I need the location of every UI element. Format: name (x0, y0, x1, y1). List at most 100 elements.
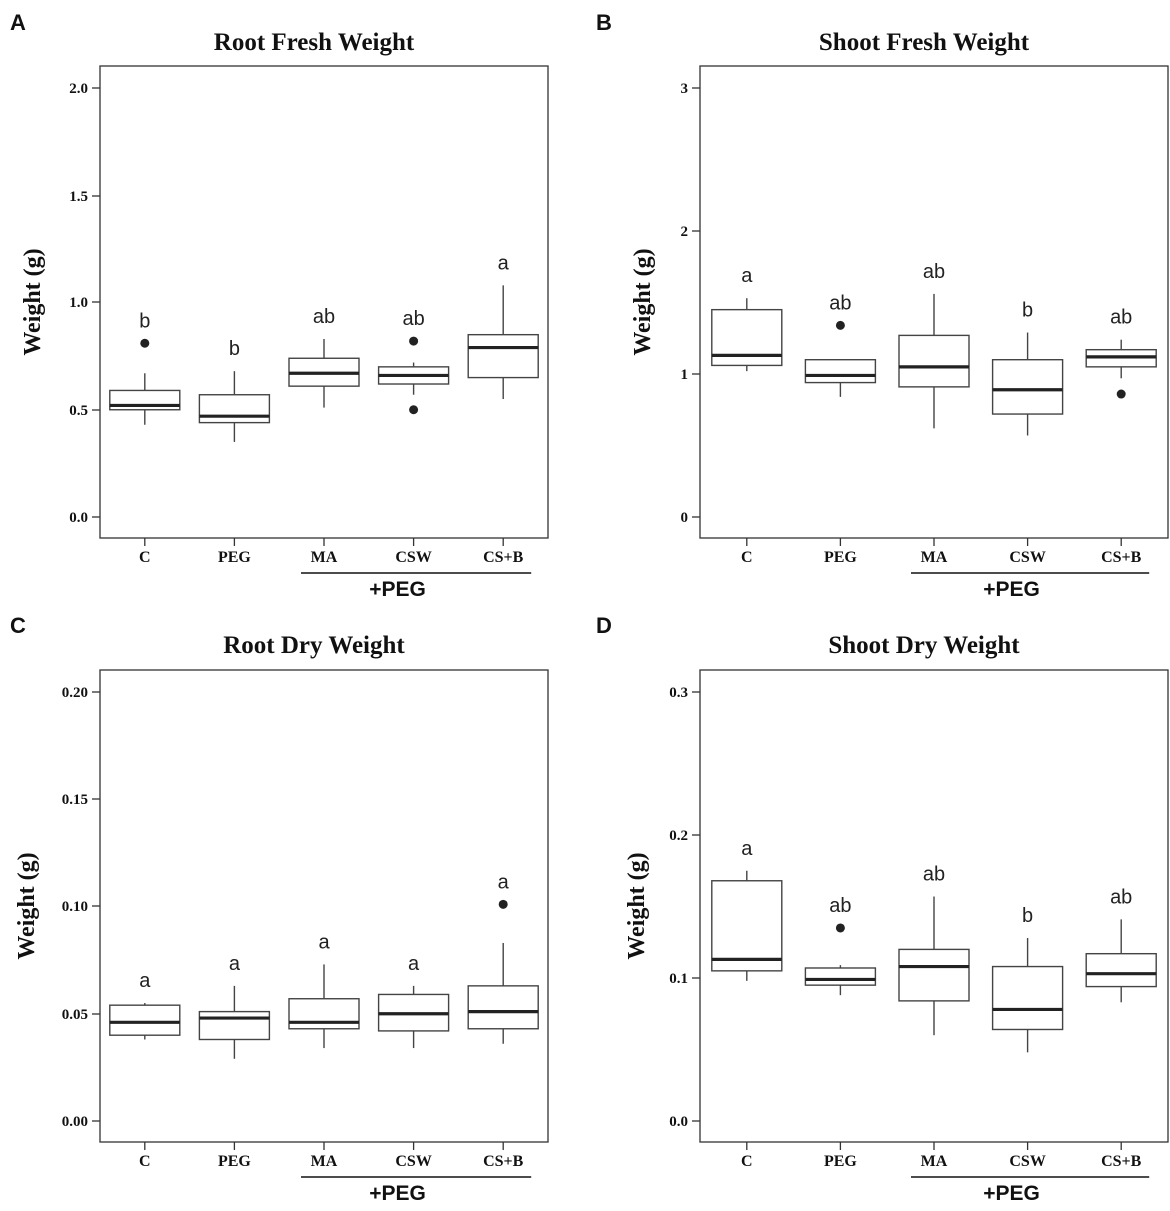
y-axis-label: Weight (g) (630, 248, 656, 355)
box-c: a (711, 838, 783, 981)
y-tick-label: 0.0 (669, 1114, 688, 1130)
outlier-point (835, 320, 845, 330)
peg-bracket-label: +PEG (983, 578, 1040, 601)
panel-letter: D (596, 613, 612, 638)
box-csw: ab (377, 308, 450, 415)
box-ma: a (288, 931, 360, 1049)
x-tick-label: CSW (395, 1153, 431, 1170)
box-peg: ab (804, 292, 877, 397)
box-body (898, 948, 970, 1002)
y-tick-label: 2.0 (69, 81, 88, 97)
x-tick-label: C (139, 1153, 151, 1170)
outlier-point (140, 338, 150, 348)
significance-letter: ab (1110, 886, 1132, 908)
y-tick-label: 0.00 (62, 1114, 88, 1130)
significance-letter: a (408, 953, 420, 975)
box-cs-b: ab (1085, 886, 1157, 1003)
significance-letter: a (741, 838, 753, 860)
significance-letter: ab (1110, 307, 1132, 329)
panel-letter: A (10, 10, 26, 35)
panel-letter: C (10, 613, 26, 638)
box-peg: b (198, 338, 271, 442)
box-body (198, 1010, 271, 1041)
box-body (109, 1004, 181, 1036)
x-tick-label: C (741, 549, 753, 566)
box-body (804, 359, 877, 384)
significance-letter: b (1022, 300, 1033, 322)
peg-bracket-label: +PEG (369, 1182, 426, 1205)
x-tick-label: CSW (395, 549, 431, 566)
significance-letter: ab (402, 308, 424, 330)
significance-letter: b (139, 310, 150, 332)
panel-letter: B (596, 10, 612, 35)
significance-letter: ab (313, 306, 335, 328)
x-tick-label: PEG (824, 1153, 857, 1170)
box-body (898, 334, 970, 388)
box-body (711, 880, 783, 972)
significance-letter: ab (829, 895, 851, 917)
y-tick-label: 1 (681, 367, 689, 383)
outlier-point (498, 899, 508, 909)
x-tick-label: MA (921, 549, 948, 566)
outlier-point (835, 923, 845, 933)
box-csw: b (991, 905, 1064, 1053)
box-cs-b: a (467, 871, 539, 1044)
y-tick-label: 1.0 (69, 295, 88, 311)
chart-title: Root Dry Weight (223, 632, 405, 659)
x-tick-label: C (741, 1153, 753, 1170)
outlier-point (409, 336, 419, 346)
y-tick-label: 0.2 (669, 828, 688, 844)
y-tick-label: 0.3 (669, 685, 688, 701)
box-body (991, 965, 1064, 1031)
y-axis-label: Weight (g) (20, 248, 46, 355)
x-tick-label: C (139, 549, 151, 566)
significance-letter: ab (923, 863, 945, 885)
box-cs-b: a (467, 252, 539, 400)
x-tick-label: CS+B (483, 549, 524, 566)
significance-letter: ab (829, 292, 851, 314)
box-body (991, 359, 1064, 415)
box-ma: ab (898, 863, 970, 1036)
box-body (288, 998, 360, 1030)
x-tick-label: MA (311, 549, 338, 566)
significance-letter: a (498, 871, 510, 893)
box-cs-b: ab (1085, 307, 1157, 399)
box-peg: a (198, 953, 271, 1059)
peg-bracket-label: +PEG (983, 1182, 1040, 1205)
x-tick-label: CS+B (1101, 1153, 1142, 1170)
box-csw: a (377, 953, 450, 1049)
x-tick-label: PEG (218, 549, 251, 566)
x-tick-label: MA (311, 1153, 338, 1170)
box-c: a (109, 970, 181, 1040)
plot-frame (99, 65, 549, 539)
chart-title: Shoot Fresh Weight (819, 29, 1030, 56)
box-body (198, 394, 271, 424)
box-body (1085, 952, 1157, 988)
box-c: b (109, 310, 181, 425)
y-tick-label: 0.0 (69, 510, 88, 526)
box-csw: b (991, 300, 1064, 436)
significance-letter: b (229, 338, 240, 360)
y-tick-label: 1.5 (69, 189, 88, 205)
box-body (711, 308, 783, 367)
x-tick-label: CS+B (483, 1153, 524, 1170)
box-c: a (711, 265, 783, 372)
x-tick-label: CS+B (1101, 549, 1142, 566)
box-ma: ab (898, 261, 970, 429)
chart-title: Shoot Dry Weight (828, 632, 1020, 659)
significance-letter: a (498, 252, 510, 274)
panel-a: A Root Fresh Weight Weight (g) 0.0 0.5 1.0 1.5… (10, 10, 549, 601)
x-tick-label: MA (921, 1153, 948, 1170)
chart-title: Root Fresh Weight (214, 29, 415, 56)
x-tick-label: PEG (218, 1153, 251, 1170)
peg-bracket-label: +PEG (369, 578, 426, 601)
y-tick-label: 0.15 (62, 792, 88, 808)
panel-c: C Root Dry Weight Weight (g) 0.00 0.05 0.10 0.… (10, 613, 549, 1205)
box-body (804, 967, 877, 986)
x-tick-label: PEG (824, 549, 857, 566)
y-tick-label: 0.05 (62, 1007, 88, 1023)
outlier-point (409, 405, 419, 415)
x-tick-label: CSW (1009, 1153, 1045, 1170)
y-tick-label: 0.5 (69, 403, 88, 419)
